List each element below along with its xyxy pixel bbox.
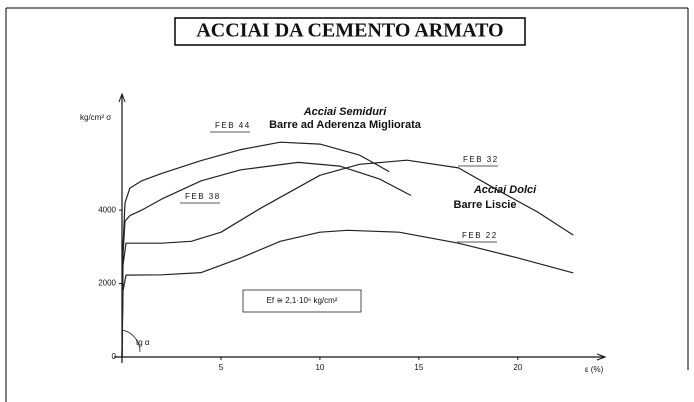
curve <box>121 229 574 358</box>
annotation: Acciai Dolci <box>473 184 537 196</box>
annotation: Acciai Semiduri <box>303 106 387 118</box>
x-tick-label: 20 <box>513 363 522 372</box>
curve-label: FEB 22 <box>462 231 498 240</box>
y-axis-arrow <box>118 92 126 103</box>
annotation: tg α <box>136 338 150 347</box>
x-tick-label: 5 <box>219 363 224 372</box>
x-axis-arrow <box>596 353 607 361</box>
x-axis-label: ε (%) <box>585 365 604 374</box>
curve <box>121 159 574 358</box>
chart-title: ACCIAI DA CEMENTO ARMATO <box>196 20 503 42</box>
annotation: Barre Liscie <box>454 199 517 211</box>
curve <box>121 141 390 358</box>
x-tick-label: 10 <box>315 363 324 372</box>
annotation: Barre ad Aderenza Migliorata <box>269 119 422 131</box>
y-axis-label: kg/cm² σ <box>80 113 111 122</box>
curve-label: FEB 38 <box>185 192 221 201</box>
y-tick-label: 4000 <box>98 205 116 214</box>
y-tick-label: 2000 <box>98 279 116 288</box>
angle-arc <box>121 329 141 353</box>
x-tick-label: 15 <box>414 363 423 372</box>
curve-label: FEB 32 <box>463 155 499 164</box>
annotation-box <box>242 289 362 313</box>
annotation: Ef ≅ 2,1·10⁶ kg/cm² <box>267 296 338 305</box>
title-box <box>174 17 526 46</box>
curve-label: FEB 44 <box>215 121 251 130</box>
y-tick-label: 0 <box>112 352 117 361</box>
